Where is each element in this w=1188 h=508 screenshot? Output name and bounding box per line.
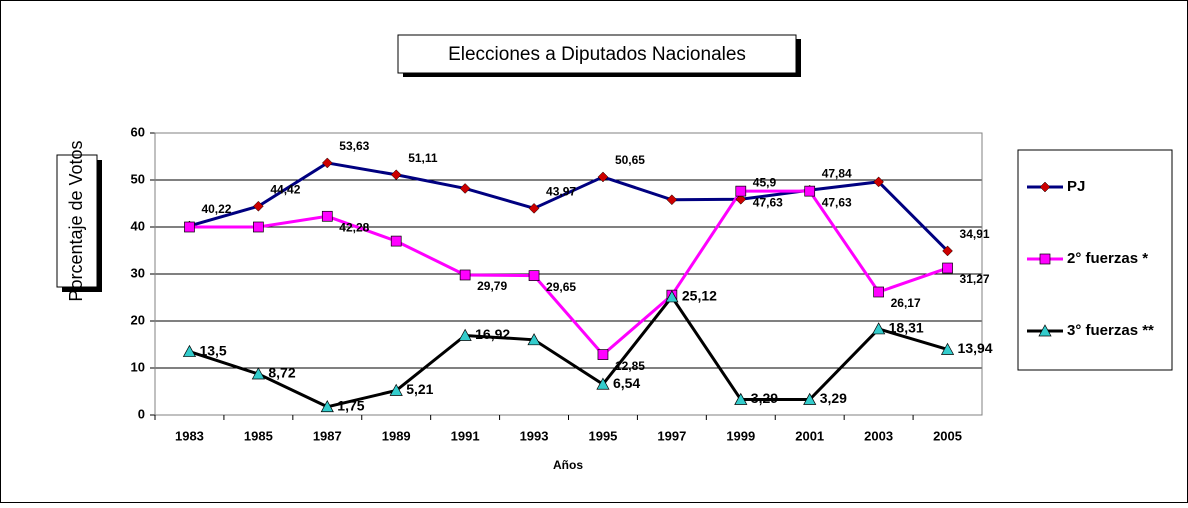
x-tick-label: 1997 (657, 428, 686, 443)
marker (459, 183, 471, 194)
x-tick-label: 2003 (864, 428, 893, 443)
marker (527, 333, 541, 346)
data-label: 47,63 (822, 195, 852, 209)
marker (253, 221, 264, 233)
data-label: 29,79 (477, 279, 507, 293)
data-label: 40,22 (201, 202, 231, 216)
marker (942, 262, 953, 274)
marker (182, 344, 197, 357)
marker (1038, 324, 1052, 337)
data-label: 45,9 (753, 175, 777, 189)
marker (459, 269, 471, 281)
marker (872, 322, 886, 335)
marker (320, 400, 334, 413)
marker (666, 194, 678, 206)
y-tick-label: 10 (131, 359, 145, 374)
marker (940, 342, 955, 355)
marker (390, 235, 402, 247)
x-tick-label: 1983 (175, 428, 204, 443)
x-tick-label: 2001 (795, 428, 824, 443)
data-label: 47,84 (822, 166, 852, 180)
chart-title: Elecciones a Diputados Nacionales (448, 44, 746, 65)
data-label: 43,97 (546, 185, 576, 199)
legend-label: 3° fuerzas ** (1067, 322, 1154, 339)
data-label: 34,91 (960, 227, 990, 241)
series-line (189, 189, 949, 357)
marker (735, 185, 747, 197)
data-label: 1,75 (337, 397, 364, 413)
data-label: 44,42 (270, 182, 300, 196)
marker (804, 185, 816, 197)
marker (528, 270, 540, 281)
data-label: 51,11 (408, 151, 438, 165)
legend-label: 2° fuerzas * (1067, 250, 1148, 267)
x-tick-label: 1989 (382, 428, 411, 443)
marker (251, 367, 265, 380)
data-label: 16,92 (475, 326, 510, 342)
marker (596, 377, 610, 390)
x-tick-label: 1985 (244, 428, 273, 443)
data-label: 6,54 (613, 375, 640, 391)
data-label: 25,12 (682, 288, 717, 304)
data-label: 31,27 (960, 272, 990, 286)
data-label: 18,31 (889, 320, 924, 336)
marker (597, 349, 609, 360)
y-tick-label: 0 (138, 406, 145, 421)
marker (1039, 253, 1051, 265)
marker (942, 245, 953, 257)
series-line (188, 294, 948, 409)
marker (873, 176, 884, 188)
marker (458, 328, 472, 341)
y-tick-label: 30 (131, 265, 145, 280)
y-axis-label: Porcentaje de Votos (66, 140, 86, 301)
y-tick-label: 50 (131, 171, 145, 186)
data-label: 13,5 (199, 342, 226, 358)
x-tick-label: 1993 (520, 428, 549, 443)
marker (389, 383, 403, 396)
x-tick-label: 1991 (451, 428, 480, 443)
y-tick-label: 20 (131, 312, 145, 327)
legend-label: PJ (1067, 178, 1085, 195)
data-label: 50,65 (615, 153, 645, 167)
marker (321, 157, 333, 169)
data-label: 13,94 (958, 340, 993, 356)
series-line (189, 161, 949, 252)
marker (1039, 181, 1051, 193)
marker (321, 210, 333, 222)
marker (665, 290, 679, 303)
data-label: 12,85 (615, 359, 645, 373)
x-tick-label: 1987 (313, 428, 342, 443)
marker (803, 392, 817, 405)
x-tick-label: 1995 (588, 428, 617, 443)
data-label: 3,29 (820, 390, 847, 406)
data-label: 26,17 (891, 296, 921, 310)
y-label-box (56, 154, 98, 288)
x-tick-label: 2005 (933, 428, 962, 443)
marker (528, 202, 540, 214)
y-tick-label: 60 (131, 124, 145, 139)
data-label: 29,65 (546, 280, 576, 294)
data-label: 8,72 (268, 365, 295, 381)
marker (184, 221, 195, 233)
marker (253, 200, 264, 212)
marker (390, 169, 402, 181)
marker (734, 392, 748, 405)
marker (735, 193, 747, 205)
marker (597, 171, 609, 183)
x-tick-label: 1999 (726, 428, 755, 443)
data-label: 47,63 (753, 195, 783, 209)
data-label: 3,29 (751, 390, 778, 406)
title-box (397, 34, 797, 74)
y-tick-label: 40 (131, 218, 145, 233)
data-label: 53,63 (339, 139, 369, 153)
data-label: 5,21 (406, 381, 433, 397)
x-axis-label: Años (553, 458, 583, 472)
data-label: 42,28 (339, 220, 369, 234)
marker (873, 286, 884, 298)
